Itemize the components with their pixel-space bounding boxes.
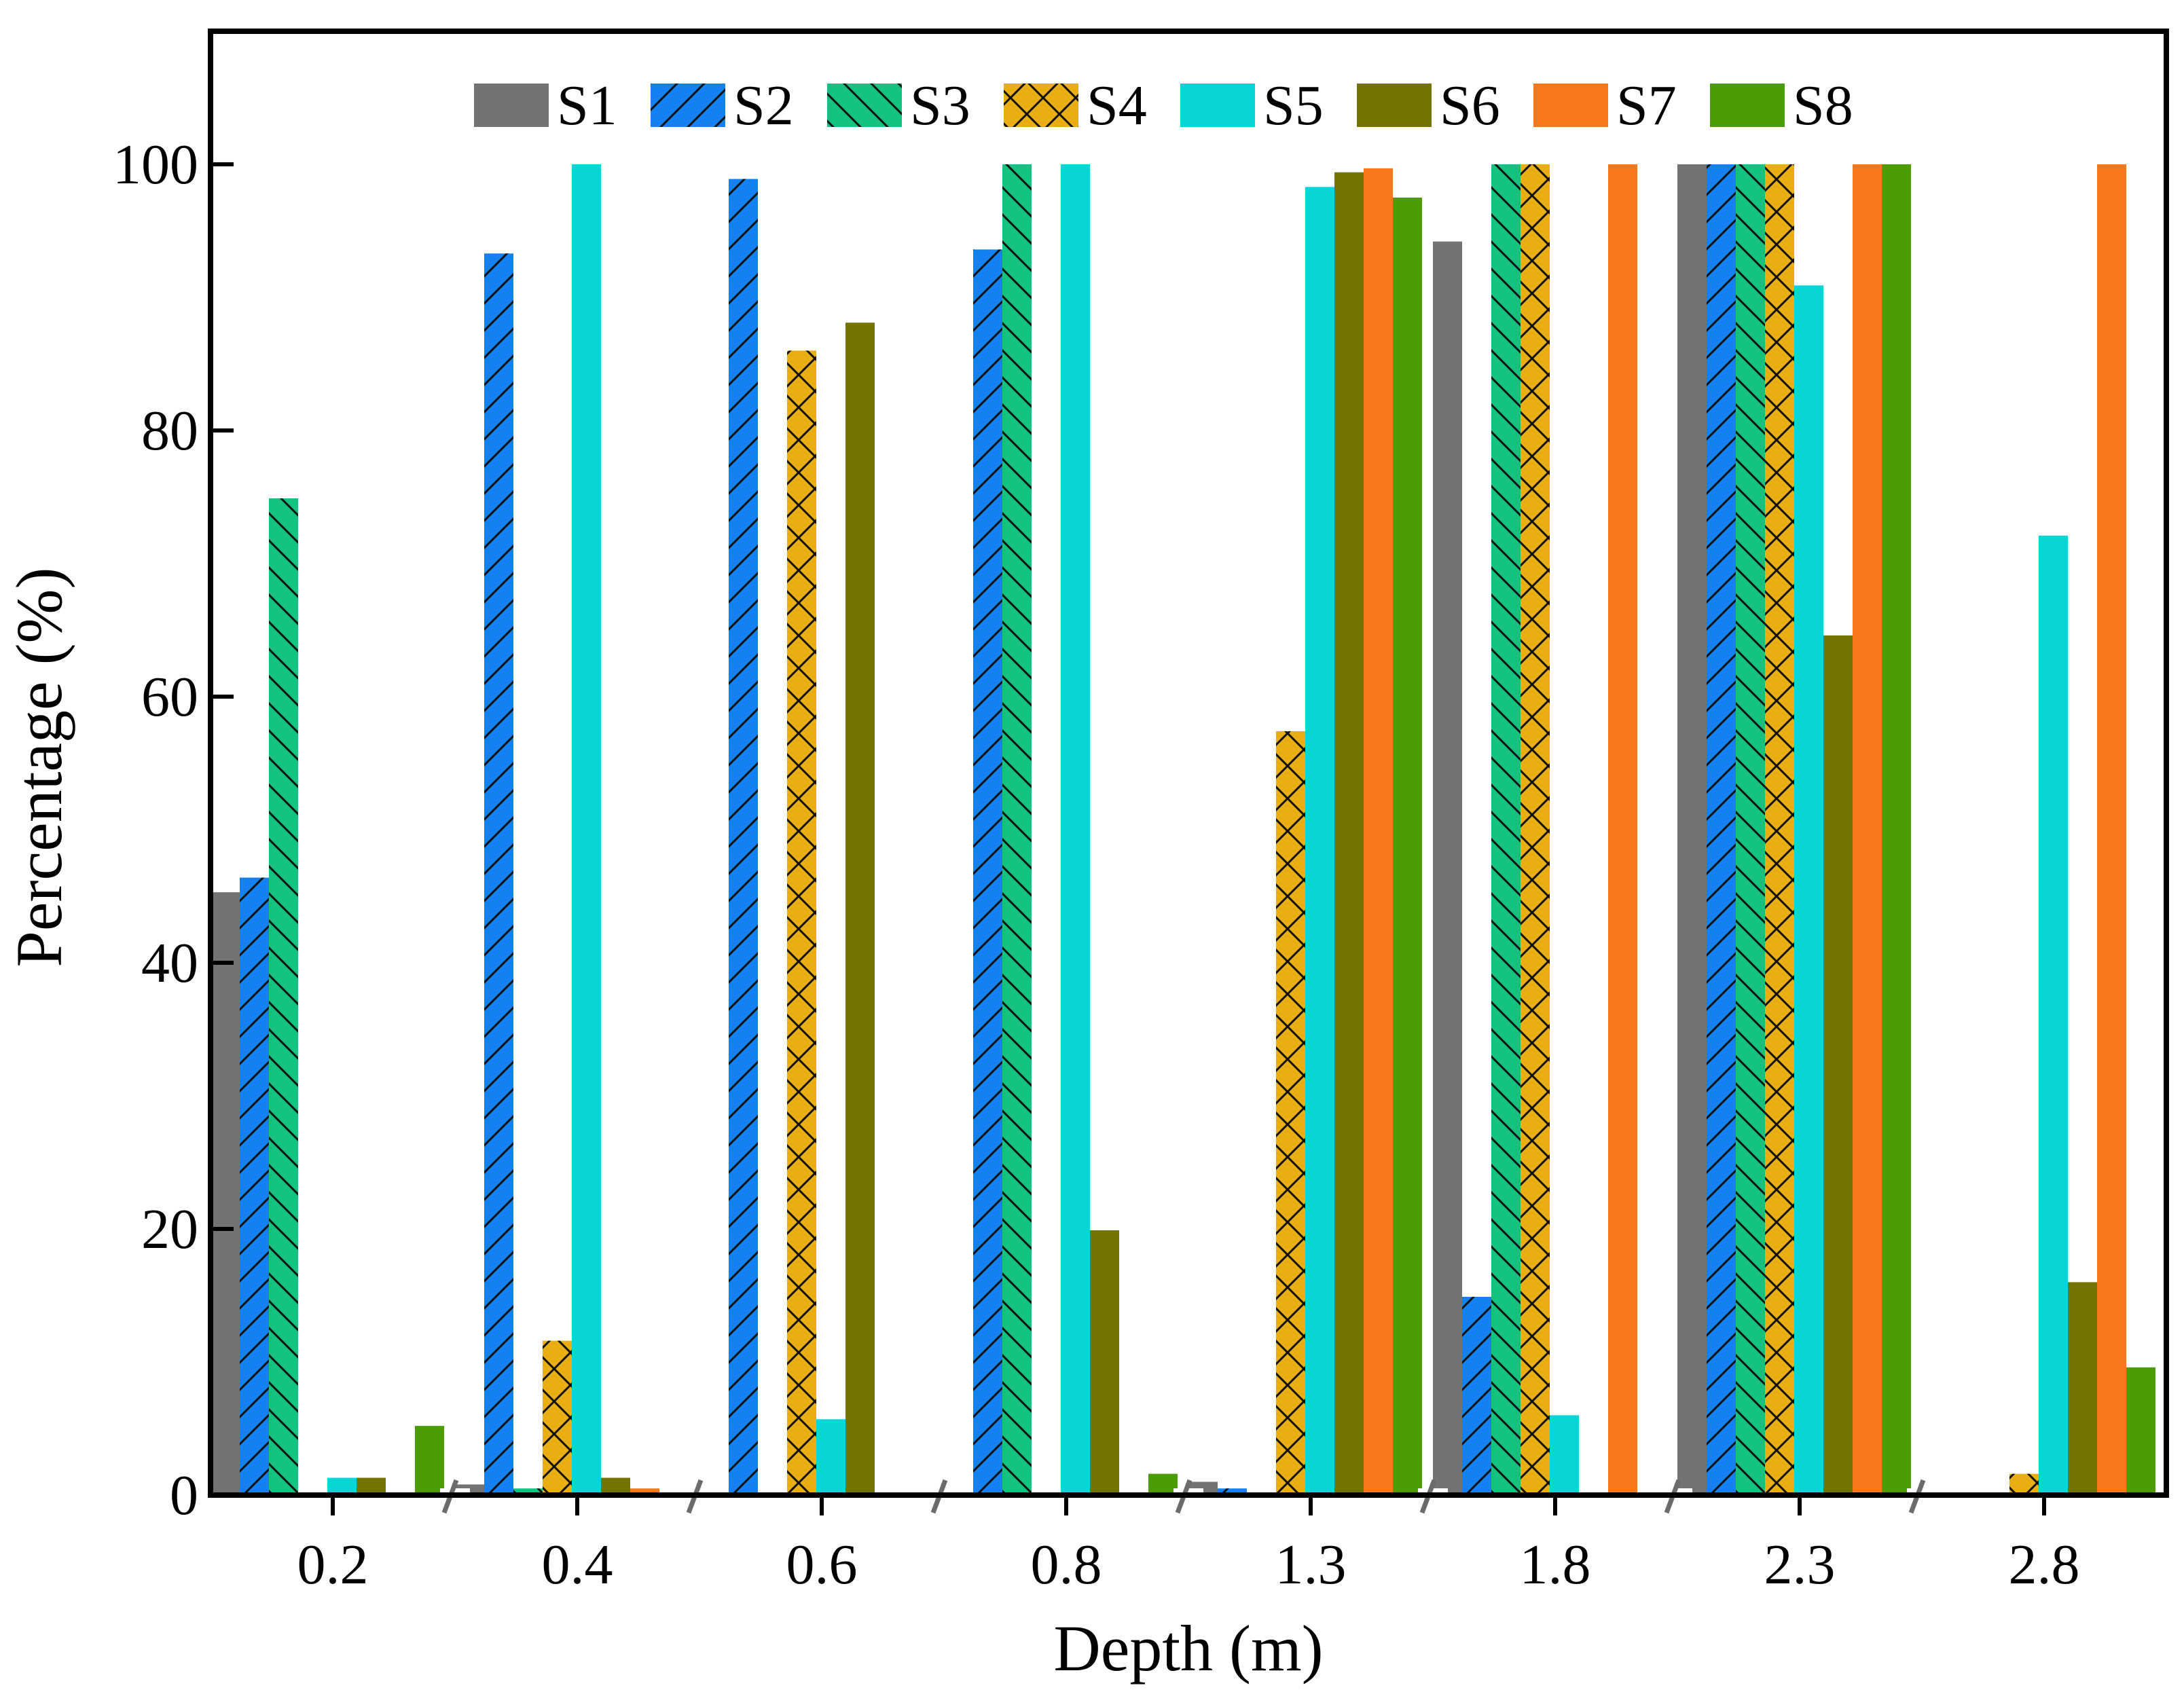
bar-s1-0.2 [211,892,240,1495]
plot-frame [208,29,2169,1498]
legend-swatch-s8 [1710,84,1785,127]
x-tick-label: 2.8 [2009,1533,2080,1596]
x-tick-label: 0.8 [1031,1533,1102,1596]
y-axis-title: Percentage (%) [3,568,75,968]
legend-label-s3: S3 [910,74,970,137]
legend-label-s5: S5 [1263,74,1324,137]
y-tick-label: 100 [113,133,198,196]
bar-hatch-s3-2.3 [1736,164,1765,1495]
legend-swatch-hatch-s2 [651,84,725,127]
bar-s8-2.3 [1882,164,1911,1495]
bar-s5-2.3 [1794,285,1823,1495]
legend-swatch-hatch-s3 [827,84,902,127]
legend-label-s7: S7 [1616,74,1677,137]
bar-hatch-s2-1.3 [1218,1488,1247,1495]
y-tick-label: 20 [141,1198,198,1261]
legend: S1 S2 S3 S4 S5 S6 S7 S8 [474,74,1853,137]
x-tick-label: 1.8 [1520,1533,1591,1596]
bar-s6-2.3 [1823,635,1853,1495]
legend-label-s6: S6 [1440,74,1500,137]
bar-s7-2.3 [1853,164,1882,1495]
x-axis-title: Depth (m) [1053,1612,1323,1685]
bar-hatch-s3-0.2 [269,498,298,1496]
x-axis: 0.2 0.4 0.6 0.8 1.3 1.8 2.3 2.8 [297,1495,2080,1596]
bar-s6-0.2 [357,1477,386,1495]
bar-s5-2.8 [2039,535,2068,1495]
legend-swatch-s1 [474,84,549,127]
x-tick-label: 1.3 [1275,1533,1347,1596]
bar-hatch-s3-0.4 [513,1488,543,1495]
y-tick-label: 0 [170,1464,198,1527]
bar-s8-1.3 [1393,198,1422,1495]
x-tick-label: 0.6 [786,1533,858,1596]
bar-s5-1.3 [1305,187,1334,1495]
bar-s5-0.6 [816,1419,845,1495]
bar-s1-1.8 [1433,241,1462,1496]
y-tick-label: 60 [141,665,198,729]
bar-s5-0.2 [327,1477,357,1495]
bar-hatch-s2-0.2 [240,877,269,1495]
legend-swatch-s5 [1180,84,1255,127]
bar-hatch-s4-0.6 [787,350,816,1495]
bar-s6-1.3 [1334,172,1364,1495]
bar-s5-0.8 [1061,164,1090,1495]
legend-label-s1: S1 [557,74,617,137]
bar-s5-0.4 [572,164,601,1495]
bar-s7-0.4 [630,1488,659,1495]
bar-hatch-s4-2.3 [1765,164,1794,1495]
legend-label-s4: S4 [1087,74,1147,137]
bar-s7-1.8 [1608,164,1637,1495]
bar-s6-0.8 [1090,1230,1119,1495]
bar-hatch-s4-2.8 [2009,1473,2039,1495]
bar-hatch-s3-1.8 [1491,164,1521,1495]
bar-s7-2.8 [2097,164,2126,1495]
bar-s5-1.8 [1550,1415,1579,1495]
bar-s6-0.6 [845,323,875,1495]
bar-hatch-s2-0.8 [973,249,1002,1496]
bar-hatch-s2-0.6 [729,179,758,1495]
bar-s6-2.8 [2068,1282,2097,1495]
bar-hatch-s3-0.8 [1002,164,1032,1495]
bar-hatch-s2-0.4 [484,253,513,1495]
bar-hatch-s4-1.3 [1276,731,1305,1495]
legend-swatch-s6 [1357,84,1432,127]
legend-label-s2: S2 [733,74,794,137]
bar-s6-0.4 [601,1477,630,1495]
y-axis: 0 20 40 60 80 100 [113,133,234,1527]
x-tick-label: 2.3 [1764,1533,1836,1596]
bar-s8-0.2 [415,1426,444,1495]
legend-swatch-s7 [1533,84,1608,127]
bar-hatch-s2-2.3 [1707,164,1736,1495]
bars-layer [211,164,2155,1496]
x-tick-label: 0.4 [542,1533,613,1596]
y-tick-label: 40 [141,932,198,995]
bar-hatch-s4-0.4 [543,1340,572,1495]
bar-hatch-s4-1.8 [1521,164,1550,1495]
bar-hatch-s2-1.8 [1462,1296,1491,1495]
x-tick-label: 0.2 [297,1533,369,1596]
bar-s1-2.3 [1677,164,1707,1495]
legend-swatch-hatch-s4 [1004,84,1078,127]
bar-s7-1.3 [1364,168,1393,1495]
bar-s8-2.8 [2126,1367,2155,1495]
y-tick-label: 80 [141,399,198,462]
bar-s8-0.8 [1148,1473,1178,1495]
legend-label-s8: S8 [1793,74,1853,137]
